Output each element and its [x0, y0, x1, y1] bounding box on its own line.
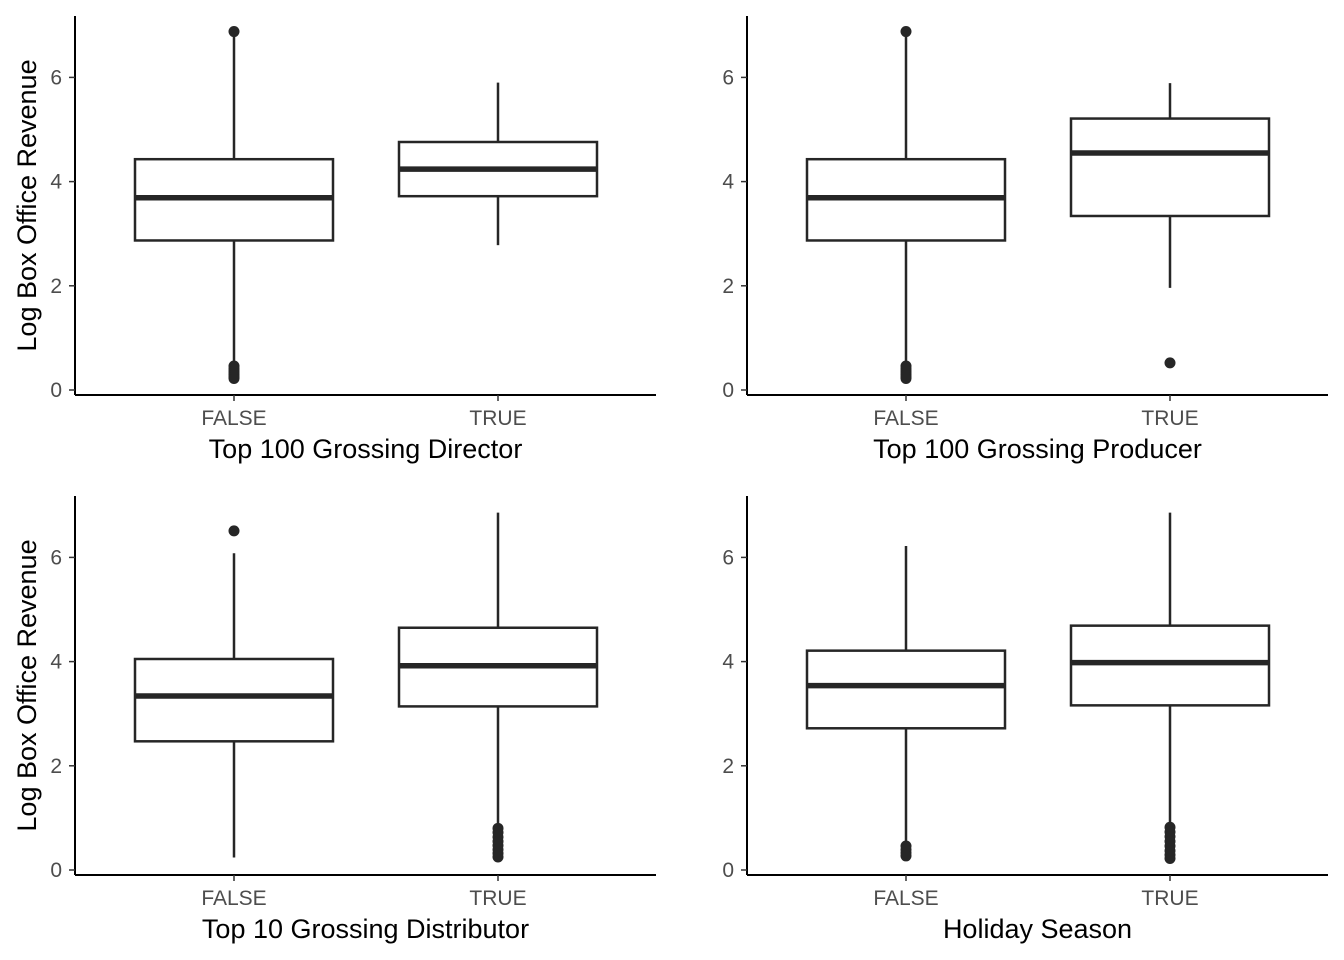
box-false: [805, 26, 1007, 385]
x-axis-title: Top 10 Grossing Distributor: [202, 914, 529, 944]
y-tick-label: 0: [50, 859, 62, 882]
y-tick-label: 2: [722, 755, 734, 778]
box-true: [1069, 512, 1271, 865]
y-tick-label: 4: [722, 651, 734, 674]
chart-panel-3: 0 2 4 6 FALSE TRUE Top 10 Grossing Distributor…: [12, 496, 656, 944]
y-tick-label: 0: [722, 379, 734, 402]
box-true: [397, 512, 599, 863]
box-iqr: [133, 657, 335, 743]
x-axis-title: Top 100 Grossing Producer: [873, 434, 1202, 464]
y-axis-title: Log Box Office Revenue: [12, 539, 42, 831]
y-tick-label: 4: [722, 171, 734, 194]
y-tick-label: 2: [50, 755, 62, 778]
y-tick-label: 6: [50, 546, 62, 569]
outlier-point: [228, 373, 240, 385]
outlier-point: [228, 525, 240, 537]
chart-panel-4: 0 2 4 6 FALSE TRUE Holiday Season: [722, 496, 1328, 944]
x-tick-label: TRUE: [469, 887, 526, 910]
outlier-point: [900, 26, 912, 38]
box-iqr: [805, 649, 1007, 730]
y-tick-label: 2: [50, 275, 62, 298]
x-axis-title: Top 100 Grossing Director: [209, 434, 523, 464]
outlier-point: [1164, 357, 1176, 369]
outlier-point: [900, 850, 912, 862]
box-false: [805, 545, 1007, 862]
box-iqr: [1069, 117, 1271, 218]
x-tick-label: TRUE: [469, 407, 526, 430]
outlier-point: [228, 26, 240, 38]
y-tick-label: 6: [722, 66, 734, 89]
outlier-point: [1164, 853, 1176, 865]
box-true: [397, 82, 599, 246]
box-true: [1069, 83, 1271, 369]
y-tick-label: 6: [50, 66, 62, 89]
y-axis-title: Log Box Office Revenue: [12, 59, 42, 351]
y-tick-label: 4: [50, 171, 62, 194]
y-tick-label: 2: [722, 275, 734, 298]
y-tick-label: 4: [50, 651, 62, 674]
y-tick-label: 0: [722, 859, 734, 882]
x-tick-label: TRUE: [1141, 887, 1198, 910]
y-tick-label: 0: [50, 379, 62, 402]
chart-panel-2: 0 2 4 6 FALSE TRUE Top 100 Grossing Producer: [722, 16, 1328, 464]
x-tick-label: FALSE: [201, 887, 266, 910]
box-iqr: [1069, 624, 1271, 707]
box-false: [133, 525, 335, 858]
x-tick-label: FALSE: [873, 407, 938, 430]
outlier-point: [492, 851, 504, 863]
x-tick-label: FALSE: [201, 407, 266, 430]
y-tick-label: 6: [722, 546, 734, 569]
outlier-point: [900, 373, 912, 385]
x-tick-label: TRUE: [1141, 407, 1198, 430]
chart-panel-1: 0 2 4 6 FALSE TRUE Top 100 Grossing Director Lo…: [12, 16, 656, 464]
box-false: [133, 26, 335, 385]
x-tick-label: FALSE: [873, 887, 938, 910]
x-axis-title: Holiday Season: [943, 914, 1132, 944]
